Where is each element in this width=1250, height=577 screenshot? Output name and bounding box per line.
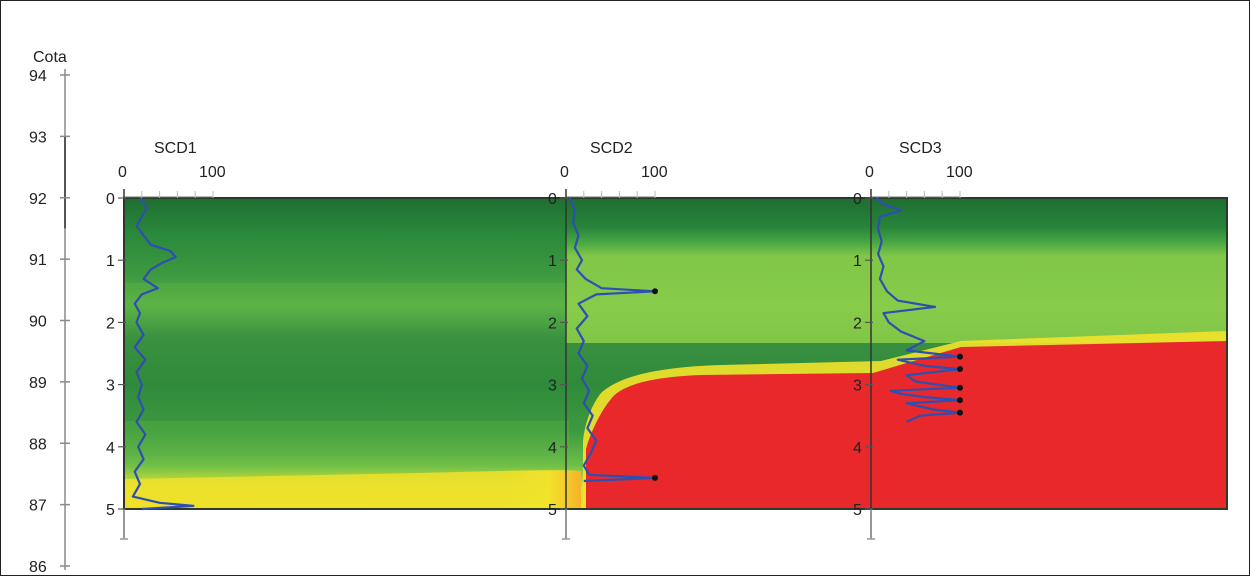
elevation-tick-label: 87 — [29, 498, 47, 515]
sounding-scd3: SCD3 0 100 0 1 2 3 4 5 — [853, 140, 973, 540]
penetration-profile — [875, 197, 962, 423]
depth-tick-label: 4 — [853, 440, 862, 457]
yellow-bottom-band — [124, 470, 579, 509]
top-scale-label: 100 — [199, 164, 226, 181]
top-scale-label: 100 — [946, 164, 973, 181]
depth-tick-label: 2 — [106, 315, 115, 332]
depth-tick-label: 4 — [548, 440, 557, 457]
top-scale-label: 0 — [560, 164, 569, 181]
elevation-axis: Cota 94 93 92 91 90 89 88 87 86 — [29, 49, 70, 576]
refusal-marker — [652, 474, 658, 481]
penetration-profile — [131, 197, 195, 511]
soundings-layer: SCD1 0 100 0 1 2 3 4 5 SCD2 0 100 0 1 2 3 4 5 SCD3 0 100 0 1 2 3… — [106, 140, 973, 540]
elevation-tick-label: 94 — [29, 68, 47, 85]
top-scale-label: 100 — [641, 164, 668, 181]
depth-tick-label: 3 — [853, 378, 862, 395]
refusal-marker — [957, 353, 963, 360]
depth-tick-label: 1 — [853, 253, 862, 270]
elevation-tick-label: 91 — [29, 252, 47, 269]
elevation-tick-label: 90 — [29, 314, 47, 331]
red-zone — [586, 341, 1227, 509]
refusal-marker — [957, 409, 963, 416]
refusal-marker — [957, 397, 963, 404]
depth-tick-label: 0 — [853, 191, 862, 208]
depth-tick-label: 0 — [106, 191, 115, 208]
refusal-marker — [652, 288, 658, 295]
depth-tick-label: 0 — [548, 191, 557, 208]
heatmap-band — [124, 283, 569, 305]
top-scale-label: 0 — [118, 164, 127, 181]
heatmap-band — [124, 421, 569, 451]
sounding-name: SCD1 — [154, 140, 197, 157]
depth-tick-label: 2 — [853, 315, 862, 332]
refusal-marker — [957, 384, 963, 391]
depth-tick-label: 1 — [106, 253, 115, 270]
elevation-tick-label: 86 — [29, 559, 47, 576]
refusal-marker — [957, 366, 963, 373]
heatmap-right-green — [566, 198, 1227, 343]
sounding-name: SCD2 — [590, 140, 633, 157]
depth-tick-label: 3 — [106, 378, 115, 395]
penetration-profile — [568, 197, 657, 483]
depth-tick-label: 5 — [106, 502, 115, 519]
sounding-scd1: SCD1 0 100 0 1 2 3 4 5 — [106, 140, 226, 540]
depth-tick-label: 5 — [548, 502, 557, 519]
depth-tick-label: 1 — [548, 253, 557, 270]
elevation-tick-label: 88 — [29, 436, 47, 453]
depth-tick-label: 4 — [106, 440, 115, 457]
elevation-tick-label: 92 — [29, 191, 47, 208]
sounding-scd2: SCD2 0 100 0 1 2 3 4 5 — [548, 140, 668, 540]
top-scale-label: 0 — [865, 164, 874, 181]
depth-tick-label: 2 — [548, 315, 557, 332]
depth-tick-label: 5 — [853, 502, 862, 519]
elevation-tick-label: 89 — [29, 375, 47, 392]
sounding-name: SCD3 — [899, 140, 942, 157]
orange-edge — [501, 471, 581, 509]
depth-tick-label: 3 — [548, 378, 557, 395]
heatmap-field — [123, 197, 1228, 510]
elevation-axis-label: Cota — [33, 49, 67, 66]
elevation-tick-label: 93 — [29, 129, 47, 146]
